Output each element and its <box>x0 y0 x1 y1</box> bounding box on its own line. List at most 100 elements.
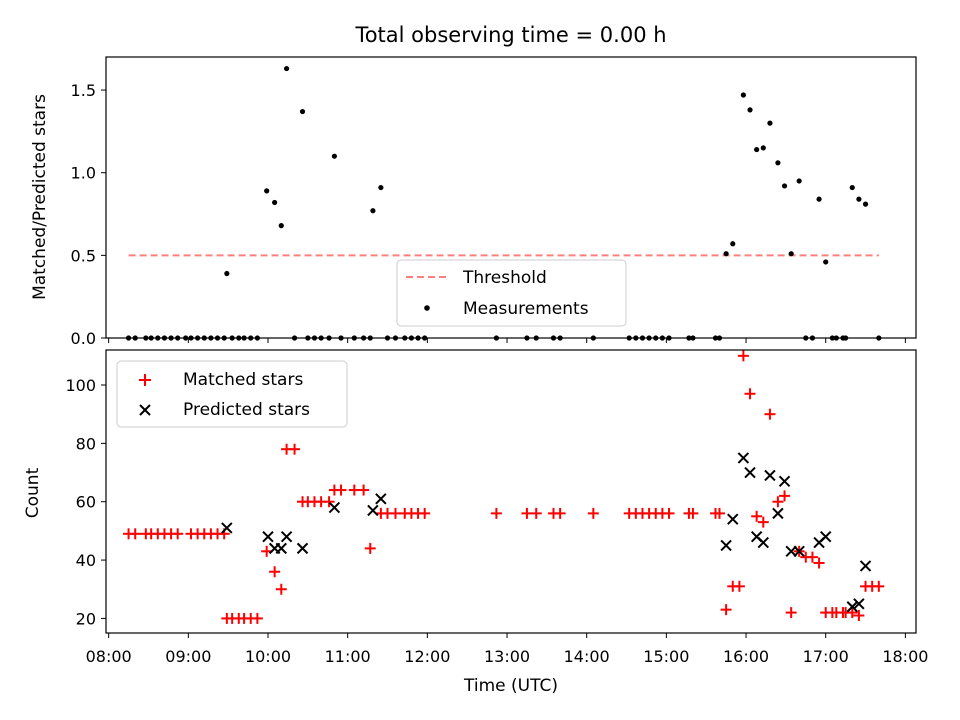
bottom-y-tick-label: 100 <box>65 376 96 395</box>
predicted-marker-b <box>750 531 763 543</box>
predicted-star-marker <box>772 507 784 520</box>
matched-star-marker <box>172 528 184 540</box>
matched-star-marker <box>764 408 776 420</box>
matched-star-marker <box>521 507 533 519</box>
bottom-y-tick-label: 80 <box>76 434 96 453</box>
predicted-star-marker <box>296 542 309 555</box>
legend-threshold-label: Threshold <box>462 268 547 288</box>
bottom-x-tick-label: 16:00 <box>723 647 769 666</box>
matched-star-marker <box>530 507 542 519</box>
predicted-star-marker <box>328 501 341 514</box>
matched-star-marker <box>779 490 791 502</box>
measurement-point <box>272 199 278 206</box>
matched-star-marker <box>275 583 287 595</box>
bottom-x-tick-label: 18:00 <box>882 647 928 666</box>
measurement-point <box>264 188 270 194</box>
predicted-marker-b <box>720 539 732 552</box>
bottom-x-tick-label: 09:00 <box>165 647 211 666</box>
measurement-point <box>283 65 290 72</box>
measurement-point <box>730 241 736 247</box>
predicted-star-marker <box>275 542 287 555</box>
matched-star-marker <box>389 507 401 519</box>
matched-star-marker <box>335 484 347 496</box>
legend-matched-swatch <box>139 374 151 386</box>
top-y-tick-label: 1.0 <box>71 164 96 183</box>
matched-star-marker <box>129 528 141 540</box>
matched-star-marker <box>751 510 763 522</box>
matched-star-marker <box>364 542 376 554</box>
predicted-marker-b <box>853 598 865 610</box>
legend-predicted-label: Predicted stars <box>183 400 310 420</box>
bottom-legend-box <box>116 360 348 428</box>
predicted-star-marker <box>221 522 233 534</box>
matched-star-marker <box>348 484 360 496</box>
bottom-axes-frame <box>105 349 917 634</box>
predicted-star-marker <box>853 598 865 610</box>
legend-measurements-swatch <box>424 305 430 311</box>
measurement-point <box>775 160 781 166</box>
measurement-point <box>823 259 829 265</box>
predicted-star-marker <box>367 504 379 517</box>
predicted-star-marker <box>846 601 858 613</box>
bottom-y-tick-label: 40 <box>76 551 96 570</box>
predicted-marker-b <box>328 501 341 514</box>
matched-star-marker <box>663 507 675 519</box>
bottom-x-tick-label: 13:00 <box>484 647 530 666</box>
measurement-point <box>370 208 376 214</box>
matched-star-marker <box>813 557 825 569</box>
measurement-point <box>299 108 306 115</box>
matched-star-marker <box>737 350 749 362</box>
measurement-point <box>747 107 753 113</box>
predicted-marker-b <box>375 493 387 505</box>
measurement-point <box>378 184 384 191</box>
matched-star-marker <box>720 604 732 616</box>
predicted-star-marker <box>764 469 776 482</box>
bottom-y-tick-label: 60 <box>76 493 96 512</box>
predicted-marker-b <box>757 536 770 549</box>
matched-star-marker <box>587 507 599 519</box>
predicted-star-marker <box>819 531 832 543</box>
top-axes-frame <box>105 56 917 339</box>
top-y-tick-label: 1.5 <box>71 81 96 100</box>
bottom-x-tick-label: 08:00 <box>86 647 132 666</box>
matched-star-marker <box>733 580 745 592</box>
matched-star-marker <box>269 566 281 578</box>
measurement-point <box>278 223 284 229</box>
predicted-marker-b <box>744 466 756 479</box>
measurement-point <box>856 196 862 202</box>
matched-star-marker <box>785 607 797 619</box>
matched-star-marker <box>853 609 865 621</box>
predicted-star-marker <box>757 536 770 549</box>
measurement-point <box>767 120 773 126</box>
matched-star-marker <box>490 507 502 519</box>
measurement-point <box>331 153 337 159</box>
predicted-star-marker <box>737 452 750 464</box>
top-y-axis-label: Matched/Predicted stars <box>30 94 50 300</box>
bottom-x-tick-label: 14:00 <box>564 647 610 666</box>
matched-star-marker <box>757 516 769 528</box>
measurement-point <box>862 201 869 207</box>
bottom-y-ticks: 20 40 60 80 100 <box>65 376 106 628</box>
predicted-star-marker <box>727 513 739 525</box>
predicted-marker-b <box>296 542 309 555</box>
matched-star-marker <box>772 496 784 508</box>
bottom-x-tick-label: 11:00 <box>325 647 371 666</box>
legend-measurements-label: Measurements <box>463 299 589 319</box>
predicted-marker-b <box>221 522 233 534</box>
bottom-x-tick-label: 17:00 <box>803 647 849 666</box>
predicted-marker-b <box>727 513 739 525</box>
measurement-point <box>760 145 766 151</box>
predicted-marker-b <box>737 452 750 464</box>
predicted-marker-b <box>764 469 776 482</box>
measurement-point <box>849 184 855 191</box>
bottom-x-tick-label: 12:00 <box>404 647 450 666</box>
bottom-x-tick-label: 10:00 <box>245 647 291 666</box>
measurement-point <box>788 251 794 257</box>
bottom-panel: 20 40 60 80 100 08:00 09:00 10:00 11:00 12:00 13:… <box>23 349 928 696</box>
legend-matched-label: Matched stars <box>183 370 303 390</box>
matched-star-marker <box>873 580 885 592</box>
top-legend-box <box>396 259 627 327</box>
predicted-star-marker <box>720 539 732 552</box>
